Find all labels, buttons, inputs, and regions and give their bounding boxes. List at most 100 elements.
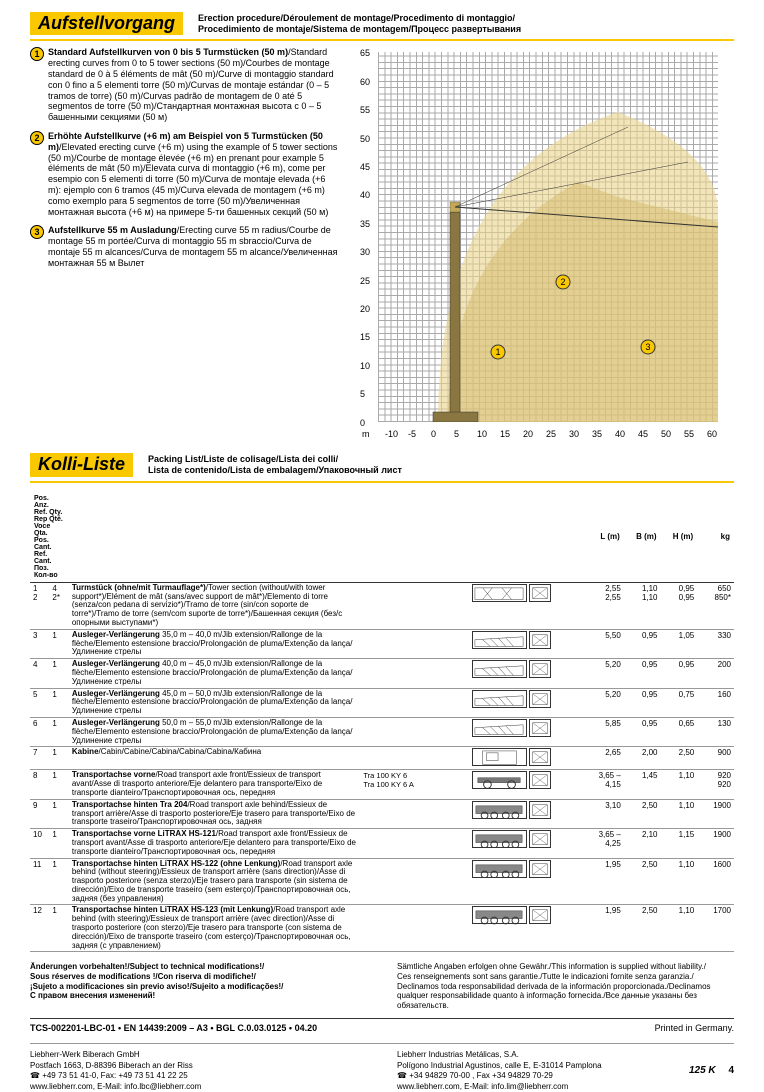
y-tick-label: 60: [360, 77, 370, 87]
packing-table: Pos. Anz. Ref. Qty. Rep Qté. Voce Qta. P…: [30, 493, 734, 953]
svg-text:2: 2: [560, 277, 565, 287]
svg-text:3: 3: [645, 342, 650, 352]
x-tick-label: m: [362, 429, 370, 439]
y-tick-label: 35: [360, 219, 370, 229]
aufstell-section: 1Standard Aufstellkurven von 0 bis 5 Tur…: [30, 47, 734, 447]
component-icon: [472, 690, 527, 708]
x-tick-label: 10: [477, 429, 487, 439]
x-tick-label: 15: [500, 429, 510, 439]
component-icon-side: [529, 801, 551, 819]
col-kg: kg: [697, 493, 734, 583]
component-icon: [472, 584, 527, 602]
component-icon-side: [529, 631, 551, 649]
table-row: 8 1 Transportachse vorne/Road transport …: [30, 770, 734, 799]
description-column: 1Standard Aufstellkurven von 0 bis 5 Tur…: [30, 47, 340, 447]
y-tick-label: 55: [360, 105, 370, 115]
y-tick-label: 65: [360, 48, 370, 58]
x-tick-label: 50: [661, 429, 671, 439]
y-tick-label: 40: [360, 190, 370, 200]
x-tick-label: 45: [638, 429, 648, 439]
component-icon-side: [529, 830, 551, 848]
document-id-row: TCS-002201-LBC-01 • EN 14439:2009 – A3 •…: [30, 1018, 734, 1033]
desc-item: 3Aufstellkurve 55 m Ausladung/Erecting c…: [30, 225, 340, 268]
component-icon-side: [529, 660, 551, 678]
footer-right: Liebherr Industrias Metálicas, S.A. Polí…: [397, 1050, 734, 1092]
table-row: 9 1 Transportachse hinten Tra 204/Road t…: [30, 799, 734, 828]
component-icon: [472, 906, 527, 924]
header-kolli: Kolli-Liste Packing List/Liste de colisa…: [30, 449, 734, 482]
disclaimer: Änderungen vorbehalten!/Subject to techn…: [30, 962, 734, 1010]
table-row: 4 1 Ausleger-Verlängerung 40,0 m – 45,0 …: [30, 659, 734, 688]
svg-text:1: 1: [495, 347, 500, 357]
num-badge: 3: [30, 225, 44, 239]
component-icon: [472, 748, 527, 766]
chart-grid: 1 2 3: [378, 52, 718, 422]
table-row: 5 1 Ausleger-Verlängerung 45,0 m – 50,0 …: [30, 688, 734, 717]
col-B: B (m): [624, 493, 661, 583]
y-tick-label: 15: [360, 332, 370, 342]
y-tick-label: 0: [360, 418, 365, 428]
y-tick-label: 5: [360, 389, 365, 399]
footer: Liebherr-Werk Biberach GmbH Postfach 166…: [30, 1043, 734, 1092]
component-icon-side: [529, 860, 551, 878]
table-row: 1 2 4 2* Turmstück (ohne/mit Turmauflage…: [30, 582, 734, 629]
col-L: L (m): [587, 493, 624, 583]
x-tick-label: 40: [615, 429, 625, 439]
y-tick-label: 20: [360, 304, 370, 314]
section-title: Aufstellvorgang: [30, 12, 183, 35]
y-tick-label: 45: [360, 162, 370, 172]
x-tick-label: -10: [385, 429, 398, 439]
y-tick-label: 50: [360, 134, 370, 144]
crane-silhouette: 1 2 3: [378, 52, 718, 422]
page-number: 125 K 4: [689, 1065, 734, 1076]
component-icon: [472, 631, 527, 649]
desc-item: 1Standard Aufstellkurven von 0 bis 5 Tur…: [30, 47, 340, 123]
x-tick-label: 35: [592, 429, 602, 439]
component-icon-side: [529, 771, 551, 789]
x-tick-label: 5: [454, 429, 459, 439]
printed-in: Printed in Germany.: [655, 1023, 734, 1033]
page-num-value: 4: [728, 1065, 734, 1076]
page-root: Aufstellvorgang Erection procedure/Dérou…: [0, 8, 764, 1092]
x-tick-label: 20: [523, 429, 533, 439]
table-row: 12 1 Transportachse hinten LiTRAX HS-123…: [30, 905, 734, 952]
table-row: 10 1 Transportachse vorne LiTRAX HS-121/…: [30, 829, 734, 858]
y-tick-label: 25: [360, 276, 370, 286]
table-row: 3 1 Ausleger-Verlängerung 35,0 m – 40,0 …: [30, 629, 734, 658]
component-icon-side: [529, 719, 551, 737]
header-aufstell: Aufstellvorgang Erection procedure/Dérou…: [30, 8, 734, 41]
num-badge: 1: [30, 47, 44, 61]
col-H: H (m): [661, 493, 698, 583]
erection-chart: 1 2 3 65605550454035302520151050 m-10-50…: [350, 47, 734, 447]
table-row: 7 1 Kabine/Cabin/Cabine/Cabina/Cabina/Ca…: [30, 747, 734, 770]
component-icon: [472, 801, 527, 819]
x-tick-label: 25: [546, 429, 556, 439]
x-tick-label: 55: [684, 429, 694, 439]
document-id: TCS-002201-LBC-01 • EN 14439:2009 – A3 •…: [30, 1023, 317, 1033]
component-icon: [472, 830, 527, 848]
footer-left: Liebherr-Werk Biberach GmbH Postfach 166…: [30, 1050, 367, 1092]
component-icon-side: [529, 906, 551, 924]
section-subtitle: Erection procedure/Déroulement de montag…: [198, 13, 521, 35]
col-pos: Pos. Anz. Ref. Qty. Rep Qté. Voce Qta. P…: [30, 493, 69, 583]
disclaimer-right: Sämtliche Angaben erfolgen ohne Gewähr./…: [397, 962, 734, 1010]
y-tick-label: 10: [360, 361, 370, 371]
table-row: 11 1 Transportachse hinten LiTRAX HS-122…: [30, 858, 734, 905]
x-tick-label: 60: [707, 429, 717, 439]
desc-item: 2Erhöhte Aufstellkurve (+6 m) am Beispie…: [30, 131, 340, 217]
component-icon: [472, 771, 527, 789]
section-subtitle: Packing List/Liste de colisage/Lista dei…: [148, 454, 402, 476]
component-icon: [472, 719, 527, 737]
component-icon-side: [529, 690, 551, 708]
component-icon-side: [529, 748, 551, 766]
disclaimer-left: Änderungen vorbehalten!/Subject to techn…: [30, 962, 367, 1010]
x-tick-label: 30: [569, 429, 579, 439]
x-tick-label: 0: [431, 429, 436, 439]
x-tick-label: -5: [408, 429, 416, 439]
section-title: Kolli-Liste: [30, 453, 133, 476]
component-icon: [472, 660, 527, 678]
y-tick-label: 30: [360, 247, 370, 257]
model-label: 125 K: [689, 1065, 716, 1076]
table-row: 6 1 Ausleger-Verlängerung 50,0 m – 55,0 …: [30, 717, 734, 746]
component-icon: [472, 860, 527, 878]
